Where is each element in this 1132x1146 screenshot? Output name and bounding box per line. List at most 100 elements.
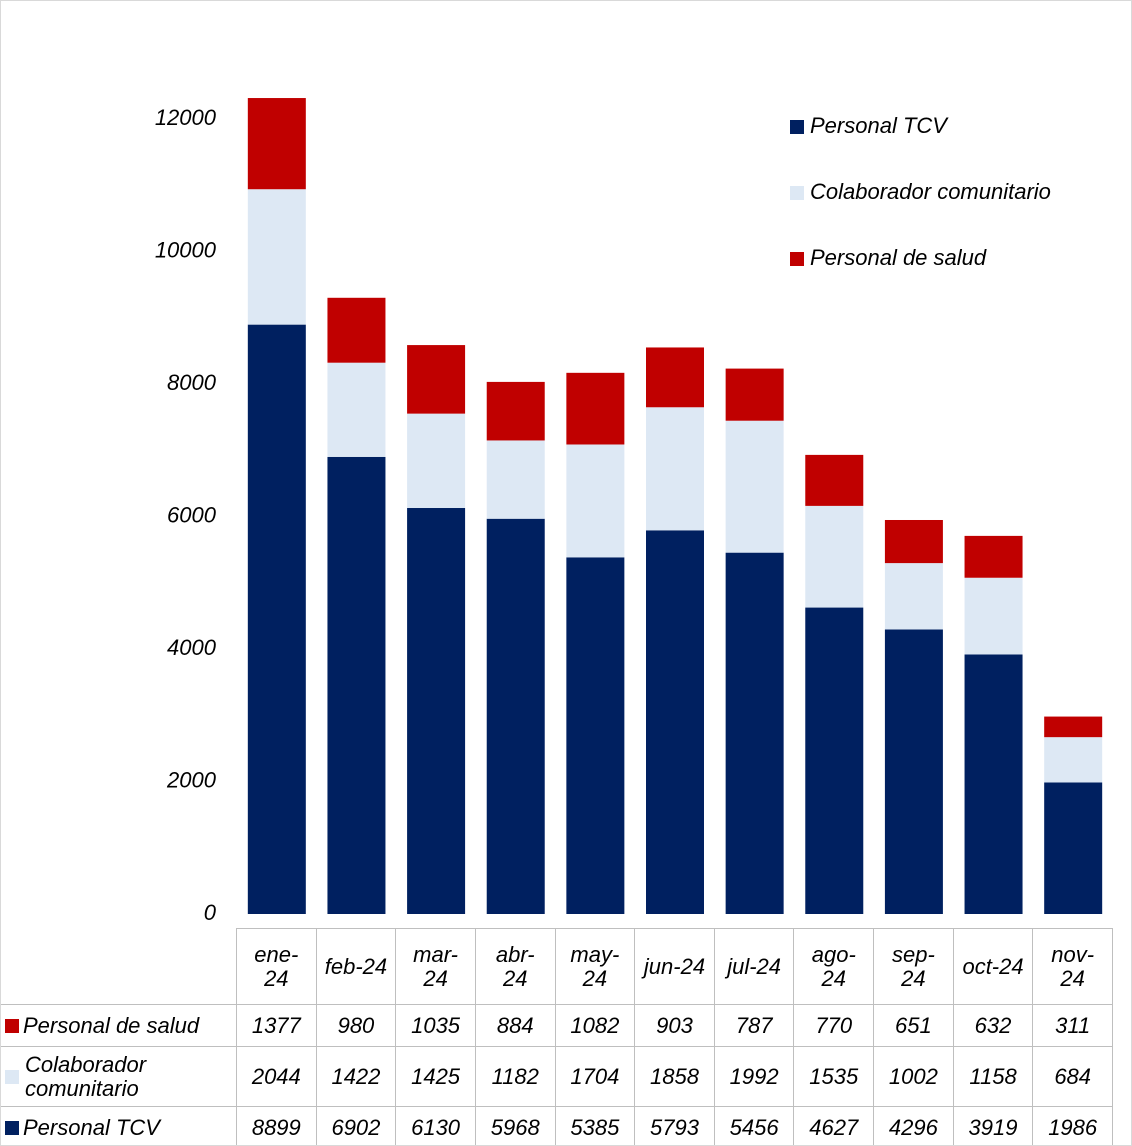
table-value: 684 bbox=[1032, 1046, 1113, 1107]
table-value: 1422 bbox=[315, 1046, 397, 1107]
bar-segment bbox=[884, 629, 943, 914]
bar-segment bbox=[725, 552, 784, 914]
bar-segment bbox=[964, 654, 1023, 914]
bar-segment bbox=[646, 347, 704, 408]
bar-segment bbox=[247, 324, 306, 914]
table-value: 1858 bbox=[634, 1046, 715, 1107]
table-swatch bbox=[5, 1120, 19, 1135]
table-value: 1425 bbox=[395, 1046, 476, 1107]
table-value: 903 bbox=[634, 1004, 715, 1047]
bar-segment bbox=[407, 508, 466, 914]
table-value: 632 bbox=[952, 1004, 1034, 1047]
table-value: 1182 bbox=[474, 1046, 556, 1107]
table-row-label: Personal TCV bbox=[1, 1106, 237, 1145]
table-header: feb-24 bbox=[315, 928, 397, 1005]
bar-segment bbox=[884, 519, 943, 564]
table-value: 6130 bbox=[395, 1106, 476, 1145]
table-value: 6902 bbox=[315, 1106, 397, 1145]
table-header: oct-24 bbox=[952, 928, 1034, 1005]
bar-segment bbox=[486, 440, 545, 519]
y-tick-label: 4000 bbox=[167, 635, 217, 660]
legend-label: Personal TCV bbox=[810, 113, 949, 138]
bar-segment bbox=[327, 456, 386, 914]
bar-segment bbox=[1044, 716, 1103, 738]
bar-segment bbox=[1044, 737, 1103, 783]
table-header: abr-24 bbox=[474, 928, 556, 1005]
table-value: 1986 bbox=[1032, 1106, 1113, 1145]
bar-segment bbox=[407, 345, 466, 414]
bar-segment bbox=[327, 297, 386, 363]
table-value: 770 bbox=[793, 1004, 875, 1047]
legend-swatch bbox=[790, 186, 804, 200]
y-tick-label: 2000 bbox=[166, 767, 217, 792]
y-tick-label: 0 bbox=[204, 900, 217, 925]
table-header: ene-24 bbox=[236, 928, 317, 1005]
table-value: 5385 bbox=[554, 1106, 636, 1145]
bar-segment bbox=[725, 368, 784, 421]
table-header: jul-24 bbox=[713, 928, 795, 1005]
table-value: 5793 bbox=[634, 1106, 715, 1145]
table-swatch bbox=[5, 1018, 19, 1033]
table-value: 1704 bbox=[554, 1046, 636, 1107]
table-value: 1035 bbox=[395, 1004, 476, 1047]
bar-segment bbox=[646, 530, 704, 914]
table-header: ago-24 bbox=[793, 928, 875, 1005]
bar-segment bbox=[486, 518, 545, 914]
table-value: 5456 bbox=[713, 1106, 795, 1145]
table-row-label: Colaborador comunitario bbox=[1, 1046, 237, 1107]
table-value: 5968 bbox=[474, 1106, 556, 1145]
table-header: sep-24 bbox=[873, 928, 954, 1005]
table-value: 1377 bbox=[236, 1004, 317, 1047]
legend-label: Personal de salud bbox=[810, 245, 987, 270]
table-header: may-24 bbox=[554, 928, 636, 1005]
table-value: 980 bbox=[315, 1004, 397, 1047]
table-header: nov-24 bbox=[1032, 928, 1113, 1005]
table-value: 1082 bbox=[554, 1004, 636, 1047]
table-row-name: Personal de salud bbox=[23, 1012, 200, 1038]
table-row-name: Personal TCV bbox=[23, 1114, 160, 1140]
y-tick-label: 6000 bbox=[167, 502, 217, 527]
table-value: 1535 bbox=[793, 1046, 875, 1107]
bar-segment bbox=[1044, 782, 1103, 914]
table-value: 787 bbox=[713, 1004, 795, 1047]
bar-segment bbox=[646, 407, 704, 531]
table-value: 1002 bbox=[873, 1046, 954, 1107]
bar-segment bbox=[247, 98, 306, 190]
bar-segment bbox=[805, 454, 864, 506]
table-value: 311 bbox=[1032, 1004, 1113, 1047]
bar-segment bbox=[407, 413, 466, 509]
table-header: mar-24 bbox=[395, 928, 476, 1005]
table-value: 2044 bbox=[236, 1046, 317, 1107]
table-swatch bbox=[5, 1069, 19, 1084]
bar-segment bbox=[247, 189, 306, 325]
table-header: jun-24 bbox=[634, 928, 715, 1005]
table-value: 8899 bbox=[236, 1106, 317, 1145]
table-value: 4296 bbox=[873, 1106, 954, 1145]
bar-segment bbox=[884, 563, 943, 630]
y-tick-label: 8000 bbox=[167, 370, 217, 395]
table-value: 651 bbox=[873, 1004, 954, 1047]
table-value: 1158 bbox=[952, 1046, 1034, 1107]
bar-segment bbox=[486, 381, 545, 441]
bar-segment bbox=[805, 607, 864, 914]
table-row-label: Personal de salud bbox=[1, 1004, 237, 1047]
legend-swatch bbox=[790, 120, 804, 134]
bar-segment bbox=[805, 505, 864, 608]
table-value: 4627 bbox=[793, 1106, 875, 1145]
bar-segment bbox=[964, 535, 1023, 578]
table-value: 884 bbox=[474, 1004, 556, 1047]
bar-segment bbox=[566, 444, 625, 558]
bar-segment bbox=[725, 420, 784, 553]
bar-segment bbox=[566, 372, 625, 445]
legend-label: Colaborador comunitario bbox=[810, 179, 1051, 204]
bar-segment bbox=[327, 362, 386, 457]
bar-segment bbox=[964, 577, 1023, 655]
bar-segment bbox=[566, 557, 625, 914]
y-tick-label: 10000 bbox=[155, 238, 217, 263]
table-value: 3919 bbox=[952, 1106, 1034, 1145]
y-tick-label: 12000 bbox=[155, 105, 217, 130]
table-value: 1992 bbox=[713, 1046, 795, 1107]
table-row-name: Colaborador comunitario bbox=[25, 1052, 147, 1101]
